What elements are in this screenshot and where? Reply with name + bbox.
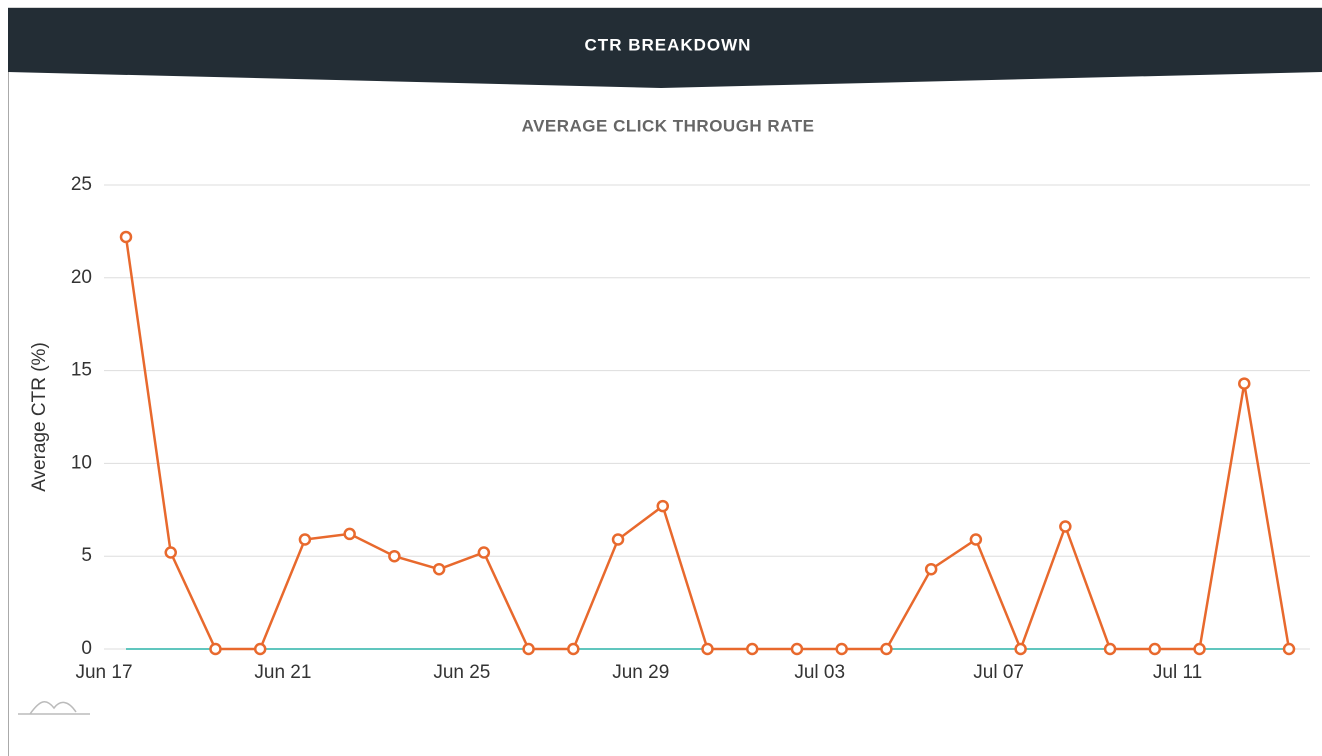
y-tick-label: 15 <box>71 360 92 381</box>
data-point <box>835 642 848 656</box>
y-tick-label: 0 <box>81 638 92 659</box>
data-point <box>388 549 401 563</box>
data-point <box>611 533 625 546</box>
x-tick-label: Jul 11 <box>1153 662 1202 683</box>
data-point <box>1282 642 1296 656</box>
data-point <box>790 642 804 656</box>
data-point <box>1238 377 1251 390</box>
x-tick-label: Jul 07 <box>973 662 1024 683</box>
logo <box>18 701 90 715</box>
data-point <box>924 562 938 576</box>
data-point <box>701 642 714 656</box>
x-tick-label: Jun 21 <box>254 662 311 683</box>
data-point <box>119 230 133 244</box>
chart-title: AVERAGE CLICK THROUGH RATE <box>522 116 815 135</box>
data-point <box>1059 520 1072 533</box>
data-point <box>656 499 670 513</box>
y-tick-label: 5 <box>81 545 92 566</box>
x-tick-label: Jun 25 <box>433 662 490 683</box>
data-point <box>969 533 983 546</box>
plot: 0 5 10 15 20 25 Jun 17 Jun 21 Jun 25 Jun 29 Jul 03… <box>71 174 1310 683</box>
line-series <box>124 236 1291 653</box>
data-point <box>567 642 580 656</box>
data-point <box>164 546 177 559</box>
data-point <box>745 642 759 656</box>
x-tick-label: Jun 17 <box>75 662 132 683</box>
data-point <box>880 642 893 656</box>
header-band <box>8 8 1322 88</box>
data-point <box>209 642 222 656</box>
data-point <box>522 642 535 656</box>
data-point <box>477 546 491 559</box>
data-point <box>298 533 312 546</box>
y-tick-label: 10 <box>71 452 92 473</box>
data-point <box>432 562 446 576</box>
y-tick-label: 25 <box>71 174 92 195</box>
data-point <box>1148 642 1162 656</box>
y-tick-label: 20 <box>71 267 92 288</box>
data-point <box>1193 642 1206 656</box>
x-tick-label: Jun 29 <box>612 662 669 683</box>
y-axis-label: Average CTR (%) <box>29 342 50 492</box>
data-point <box>253 642 267 656</box>
header-title: CTR BREAKDOWN <box>585 35 752 54</box>
data-point <box>1014 642 1027 656</box>
data-point <box>1103 642 1117 656</box>
data-point <box>343 527 356 541</box>
x-tick-label: Jul 03 <box>794 662 845 683</box>
